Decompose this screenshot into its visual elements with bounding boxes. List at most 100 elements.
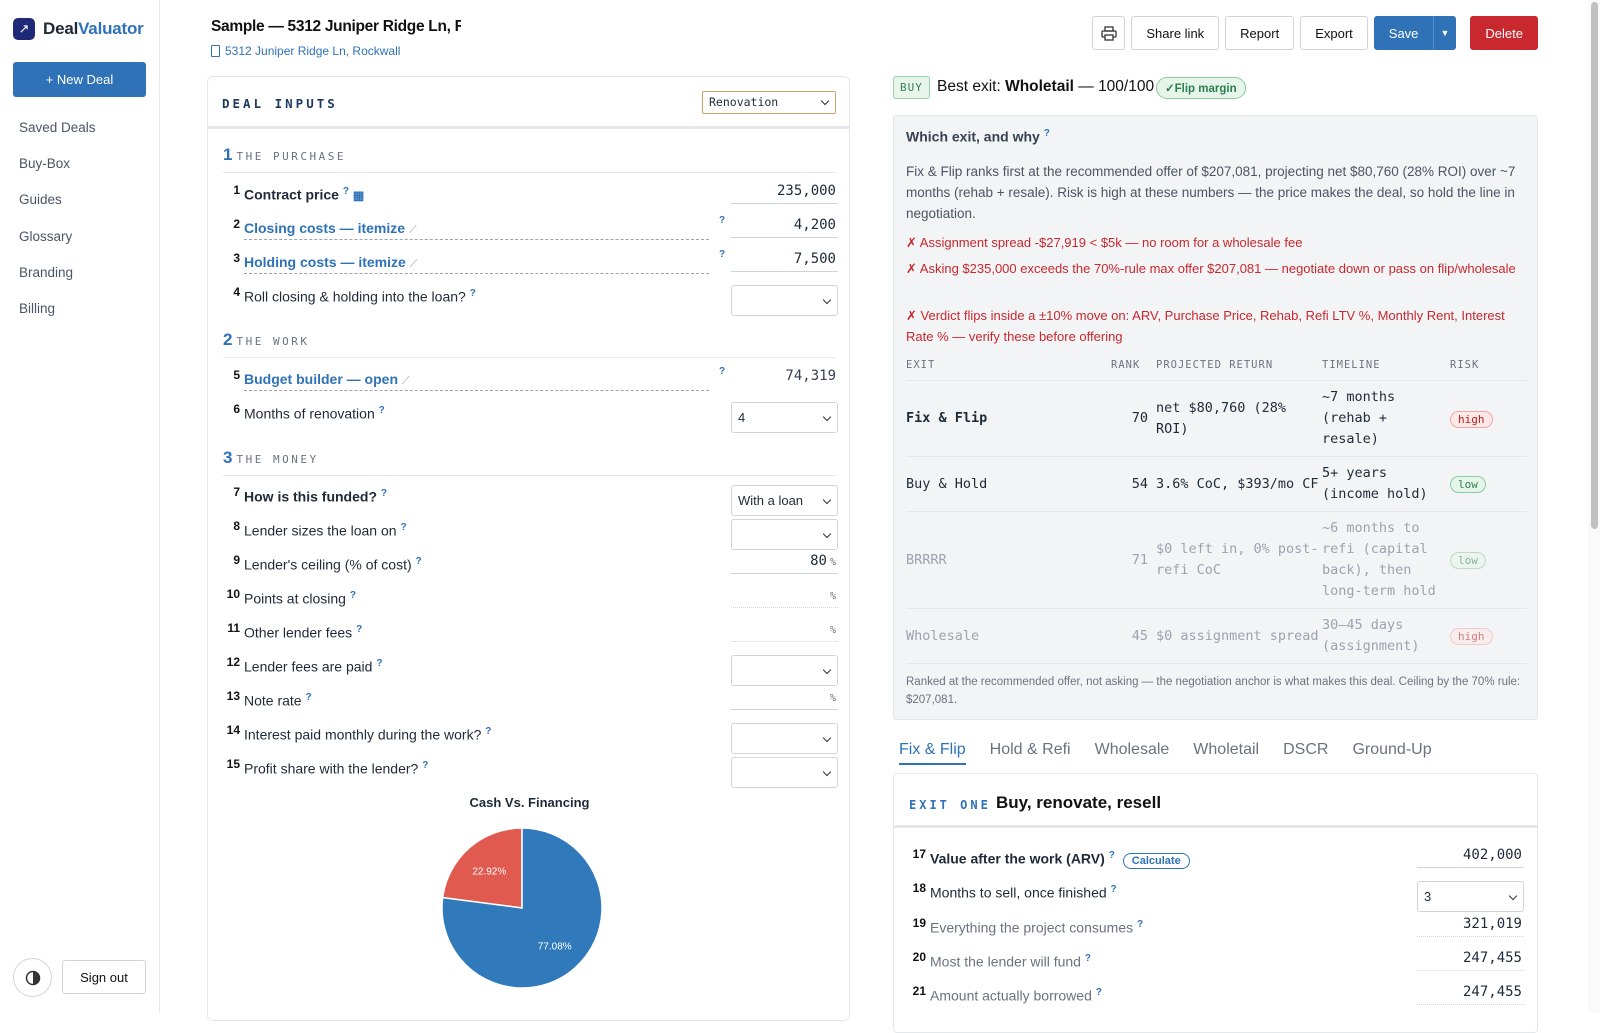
note-rate-input[interactable]: % bbox=[731, 689, 838, 710]
help-icon[interactable]: ? bbox=[356, 624, 363, 635]
exit-return: $0 left in, 0% post-refi CoC bbox=[1151, 511, 1322, 609]
report-button[interactable]: Report bbox=[1225, 16, 1295, 50]
help-icon[interactable]: ? bbox=[376, 658, 383, 669]
help-icon[interactable]: ? bbox=[415, 556, 422, 567]
help-icon[interactable]: ? bbox=[1043, 128, 1050, 139]
help-icon[interactable]: ? bbox=[380, 488, 387, 499]
budget-value: 74,319 bbox=[785, 368, 836, 384]
exit-tabs: Fix & Flip Hold & Refi Wholesale Wholeta… bbox=[899, 741, 1432, 765]
row-number: 18 bbox=[912, 881, 926, 895]
document-icon bbox=[211, 45, 220, 57]
output-row-max-fund: 20 Most the lender will fund ? 247,455 bbox=[909, 950, 1524, 980]
divider bbox=[223, 357, 835, 358]
help-icon[interactable]: ? bbox=[342, 186, 349, 197]
closing-costs-link[interactable]: Closing costs — itemize ⟋ bbox=[244, 220, 709, 240]
scrollbar[interactable] bbox=[1588, 0, 1600, 1013]
help-icon[interactable]: ? bbox=[469, 288, 476, 299]
sidebar-item-saved-deals[interactable]: Saved Deals bbox=[19, 120, 96, 135]
share-link-button[interactable]: Share link bbox=[1131, 16, 1220, 50]
sidebar-item-glossary[interactable]: Glossary bbox=[19, 228, 73, 244]
scrollbar-thumb[interactable] bbox=[1591, 2, 1598, 529]
help-icon[interactable]: ? bbox=[719, 215, 726, 226]
save-options-button[interactable]: ▼ bbox=[1433, 16, 1457, 50]
input-row-note-rate: 13 Note rate ? % bbox=[223, 689, 838, 719]
help-icon[interactable]: ? bbox=[719, 249, 726, 260]
new-deal-button[interactable]: + New Deal bbox=[13, 62, 146, 97]
row-number: 11 bbox=[227, 621, 240, 635]
help-icon[interactable]: ? bbox=[305, 692, 312, 703]
print-button[interactable] bbox=[1092, 16, 1126, 50]
exit-timeline: ~7 months (rehab + resale) bbox=[1322, 380, 1450, 457]
section-heading: 3 THE MONEY bbox=[223, 448, 319, 467]
column-header: EXIT bbox=[906, 356, 1111, 381]
sidebar-item-billing[interactable]: Billing bbox=[19, 300, 56, 316]
exit-rank: 71 bbox=[1111, 511, 1151, 609]
exit-label: EXIT ONE bbox=[909, 798, 991, 812]
tab-wholetail[interactable]: Wholetail bbox=[1193, 741, 1260, 758]
calculator-icon[interactable]: ▦ bbox=[352, 188, 365, 203]
ranking-footnote: Ranked at the recommended offer, not ask… bbox=[906, 676, 1521, 706]
points-input[interactable]: % bbox=[731, 587, 838, 608]
save-button[interactable]: Save bbox=[1373, 16, 1434, 50]
tab-dscr[interactable]: DSCR bbox=[1283, 741, 1329, 758]
row-number: 2 bbox=[233, 217, 240, 231]
months-sell-select[interactable]: 3 bbox=[1417, 881, 1524, 912]
cash-vs-financing-pie-chart: 22.92% 77.08% bbox=[441, 827, 603, 989]
closing-costs-input[interactable]: 4,200 bbox=[731, 217, 838, 238]
help-icon[interactable]: ? bbox=[1110, 884, 1117, 895]
holding-costs-link[interactable]: Holding costs — itemize ⟋ bbox=[244, 254, 709, 274]
warning-item: ✗ Verdict flips inside a ±10% move on: A… bbox=[906, 308, 1505, 344]
budget-builder-link[interactable]: Budget builder — open ⟋ bbox=[244, 371, 709, 391]
row-number: 19 bbox=[912, 916, 926, 930]
tab-ground-up[interactable]: Ground-Up bbox=[1352, 741, 1432, 758]
sidebar-item-branding[interactable]: Branding bbox=[19, 264, 74, 280]
summary-paragraph: Fix & Flip ranks first at the recommende… bbox=[906, 164, 1516, 221]
flip-margin-badge: ✓Flip margin bbox=[1156, 77, 1246, 99]
other-fees-input[interactable]: % bbox=[731, 621, 838, 642]
lender-ceiling-input[interactable]: 80% bbox=[731, 553, 838, 574]
contrast-icon bbox=[25, 970, 40, 985]
warning-item: ✗ Asking $235,000 exceeds the 70%-rule m… bbox=[906, 261, 1516, 276]
help-icon[interactable]: ? bbox=[1084, 953, 1091, 964]
tab-hold-refi[interactable]: Hold & Refi bbox=[989, 741, 1071, 758]
tab-wholesale[interactable]: Wholesale bbox=[1094, 741, 1170, 758]
contract-price-input[interactable]: 235,000 bbox=[731, 183, 838, 204]
export-button[interactable]: Export bbox=[1300, 16, 1368, 50]
help-icon[interactable]: ? bbox=[1095, 987, 1102, 998]
help-icon[interactable]: ? bbox=[485, 726, 492, 737]
sidebar-item-buy-box[interactable]: Buy-Box bbox=[19, 156, 71, 172]
help-icon[interactable]: ? bbox=[400, 522, 407, 533]
interest-monthly-select[interactable] bbox=[731, 723, 838, 754]
field-label: Lender fees are paid bbox=[244, 658, 373, 675]
help-icon[interactable]: ? bbox=[1137, 919, 1144, 930]
help-icon[interactable]: ? bbox=[719, 366, 726, 377]
address-link[interactable]: 5312 Juniper Ridge Ln, Rockwall bbox=[211, 44, 400, 58]
sign-out-button[interactable]: Sign out bbox=[62, 960, 146, 994]
arv-input[interactable]: 402,000 bbox=[1417, 847, 1524, 868]
profit-share-select[interactable] bbox=[731, 757, 838, 788]
field-label: Profit share with the lender? bbox=[244, 760, 419, 777]
roll-costs-select[interactable] bbox=[731, 285, 838, 316]
sidebar-item-guides[interactable]: Guides bbox=[19, 192, 62, 208]
row-number: 8 bbox=[233, 519, 240, 533]
logo[interactable]: ↗ DealValuator bbox=[13, 18, 144, 40]
input-row-holding-costs: 3 Holding costs — itemize ⟋ ? 7,500 bbox=[223, 249, 838, 281]
risk-badge: high bbox=[1450, 410, 1493, 428]
help-icon[interactable]: ? bbox=[1108, 850, 1115, 861]
help-icon[interactable]: ? bbox=[349, 590, 356, 601]
calculate-button[interactable]: Calculate bbox=[1122, 852, 1190, 869]
tab-fix-flip[interactable]: Fix & Flip bbox=[899, 741, 966, 765]
theme-toggle-button[interactable] bbox=[13, 958, 52, 997]
pencil-icon: ⟋ bbox=[408, 224, 417, 236]
months-renovation-select[interactable]: 4 bbox=[731, 402, 838, 433]
exit-return: $0 assignment spread bbox=[1151, 608, 1322, 664]
delete-button[interactable]: Delete bbox=[1470, 16, 1538, 50]
fees-paid-select[interactable] bbox=[731, 655, 838, 686]
mode-select[interactable]: Renovation bbox=[702, 91, 836, 114]
funding-select[interactable]: With a loan bbox=[731, 485, 838, 516]
input-row-closing-costs: 2 Closing costs — itemize ⟋ ? 4,200 bbox=[223, 215, 838, 247]
holding-costs-input[interactable]: 7,500 bbox=[731, 251, 838, 272]
help-icon[interactable]: ? bbox=[378, 405, 385, 416]
help-icon[interactable]: ? bbox=[422, 760, 429, 771]
loan-basis-select[interactable] bbox=[731, 519, 838, 550]
